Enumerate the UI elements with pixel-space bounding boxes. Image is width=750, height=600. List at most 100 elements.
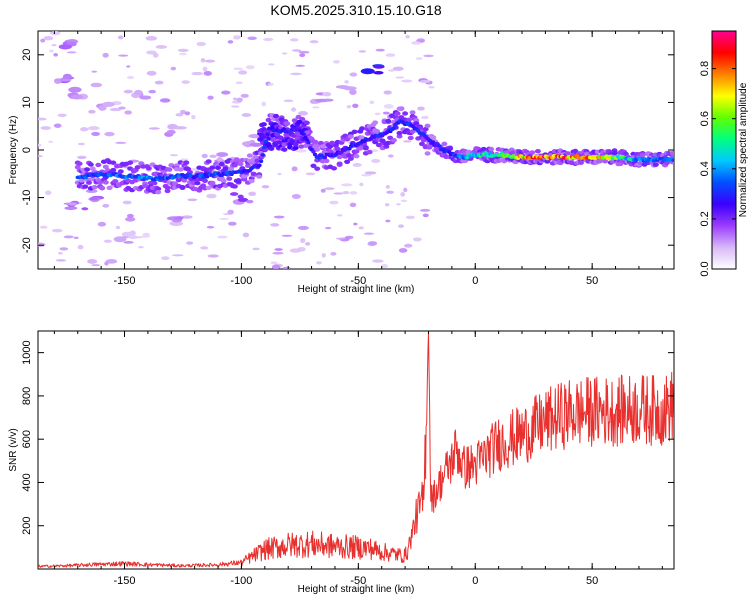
spectrogram-halo [639,152,646,158]
spectrogram-halo [488,146,495,152]
colorbar-gradient [711,30,737,270]
spectrogram-speckle [369,100,375,105]
spectrogram-patch [181,215,193,219]
spectrogram-speckle [387,69,396,72]
spectrogram-speckle [53,53,59,57]
spectrogram-speckle [87,259,98,264]
spectrogram-patch [102,101,115,107]
spectrogram-speckle [375,48,385,52]
spectrogram-halo [292,145,299,151]
chart-title: KOM5.2025.310.15.10.G18 [270,2,442,18]
spectrogram-halo [273,132,280,137]
spectrogram-speckle [38,155,43,158]
spectrogram-speckle [51,44,57,47]
spectrogram-speckle [289,38,299,42]
spectrogram-speckle [202,66,208,72]
spectrogram-halo [275,140,282,145]
spectrogram-speckle [191,114,196,120]
spectrogram-core [204,174,210,179]
spectrogram-speckle [53,123,62,128]
spectrogram-speckle [358,50,367,53]
spectrogram-patch [169,220,184,227]
spectrogram-halo [611,150,618,156]
spectrogram-speckle [417,106,425,111]
spectrogram-speckle [148,89,157,94]
y-tick-label: 10 [21,96,33,108]
spectrogram-speckle [405,215,415,220]
spectrogram-patch [58,44,72,50]
spectrogram-speckle [115,141,127,144]
spectrogram-patch [128,235,138,240]
spectrogram-halo [564,151,571,156]
colorbar-label: Normalized spectral amplitude [738,82,749,217]
spectrogram-halo [155,186,162,192]
bottom-x-ticks: -150 -100 -50 0 50 [53,331,663,587]
spectrogram-speckle [342,191,350,195]
spectrogram-speckle [102,52,109,58]
spectrogram-halo [652,162,659,167]
spectrogram-speckle [233,67,244,70]
spectrogram-speckle [411,41,422,45]
spectrogram-halo [283,132,290,137]
spectrogram-speckle [385,219,391,223]
spectrogram-halo [602,159,609,164]
spectrogram-halo [209,180,216,186]
spectrogram-halo [323,158,330,164]
spectrogram-halo [347,134,354,139]
spectrogram-halo [409,110,416,115]
spectrogram-halo [336,161,343,166]
spectrogram-core [201,175,206,179]
spectrogram-speckle [245,65,255,70]
spectrogram-halo [265,117,272,123]
spectrogram-halo [85,180,92,185]
snr-series-line [38,331,674,568]
spectrogram-speckle [178,52,188,56]
bottom-y-ticks: 200 400 600 800 1000 [21,340,674,535]
spectrogram-speckle [138,245,144,249]
spectrogram-speckle [77,142,85,146]
spectrogram-speckle [289,248,302,253]
spectrogram-speckle [400,199,408,203]
spectrogram-speckle [235,81,243,85]
spectrogram-speckle [316,261,322,265]
y-tick-label: 200 [21,517,33,535]
spectrogram-speckle [50,31,61,36]
spectrogram-speckle [372,259,384,263]
y-tick-label: 400 [21,473,33,491]
spectrogram-halo [331,166,338,171]
spectrogram-speckle [291,193,301,199]
spectrogram-halo [288,139,295,144]
spectrogram-halo [257,137,264,142]
x-tick-label: -100 [230,575,252,587]
spectrogram-halo [379,138,386,143]
spectrogram-speckle [267,82,274,86]
spectrogram-speckle [383,104,394,109]
spectrogram-speckle [333,60,340,64]
spectrogram-speckle [419,208,431,212]
x-tick-label: 0 [472,275,478,287]
spectrogram-speckle [91,131,101,136]
spectrogram-core [430,140,436,144]
spectrogram-halo [97,180,104,185]
spectrogram-speckle [184,111,191,116]
spectrogram-speckle [126,75,135,80]
spectrogram-halo [231,163,238,168]
spectrogram-speckle [337,214,343,217]
spectrogram-halo [270,137,277,143]
spectrogram-speckle [242,232,250,238]
spectrogram-speckle [159,98,171,103]
spectrogram-speckle [38,242,46,247]
spectrogram-speckle [51,228,63,233]
y-tick-label: -10 [21,190,33,206]
spectrogram-speckle [290,72,302,76]
spectrogram-speckle [118,54,129,57]
spectrogram-halo [292,142,299,147]
spectrogram-halo [385,118,392,124]
spectrogram-speckle [63,235,74,239]
x-tick-label: -150 [113,575,135,587]
bottom-x-axis-label: Height of straight line (km) [298,584,415,595]
spectrogram-speckle [170,66,177,71]
spectrogram-speckle [321,253,326,258]
spectrogram-halo [151,180,158,186]
spectrogram-halo [413,118,420,123]
